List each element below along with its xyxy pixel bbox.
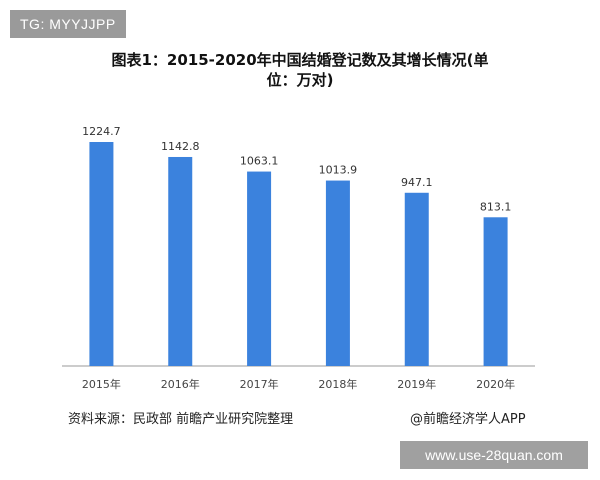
brand-credit: @前瞻经济学人APP [410, 412, 526, 427]
x-tick-label-3: 2018年 [318, 377, 357, 391]
watermark-badge-bottom: www.use-28quan.com [400, 441, 588, 469]
data-label-2: 1063.1 [240, 155, 279, 168]
data-label-0: 1224.7 [82, 125, 121, 138]
bar-0 [89, 142, 114, 366]
x-tick-label-2: 2017年 [240, 377, 279, 391]
bar-2 [247, 171, 272, 366]
data-label-4: 947.1 [401, 176, 433, 189]
x-tick-label-0: 2015年 [82, 377, 121, 391]
x-tick-label-4: 2019年 [397, 377, 436, 391]
data-label-1: 1142.8 [161, 140, 200, 153]
x-tick-label-1: 2016年 [161, 377, 200, 391]
data-label-3: 1013.9 [319, 164, 358, 177]
watermark-badge-top: TG: MYYJJPP [10, 10, 126, 38]
chart-title-line-1: 图表1：2015-2020年中国结婚登记数及其增长情况(单 [111, 51, 489, 69]
bar-3 [325, 180, 350, 366]
chart-title-line-2: 位：万对) [266, 71, 334, 89]
bar-chart: 1224.7 2015年 1142.8 2016年 1063.1 2017年 1013.9 2… [62, 125, 535, 391]
source-note: 资料来源：民政部 前瞻产业研究院整理 [68, 412, 294, 427]
bar-1 [168, 156, 193, 366]
data-label-5: 813.1 [480, 200, 512, 213]
x-tick-label-5: 2020年 [476, 377, 515, 391]
bar-5 [483, 217, 508, 366]
bar-4 [404, 192, 429, 366]
chart-title: 图表1：2015-2020年中国结婚登记数及其增长情况(单 位：万对) [60, 50, 540, 90]
